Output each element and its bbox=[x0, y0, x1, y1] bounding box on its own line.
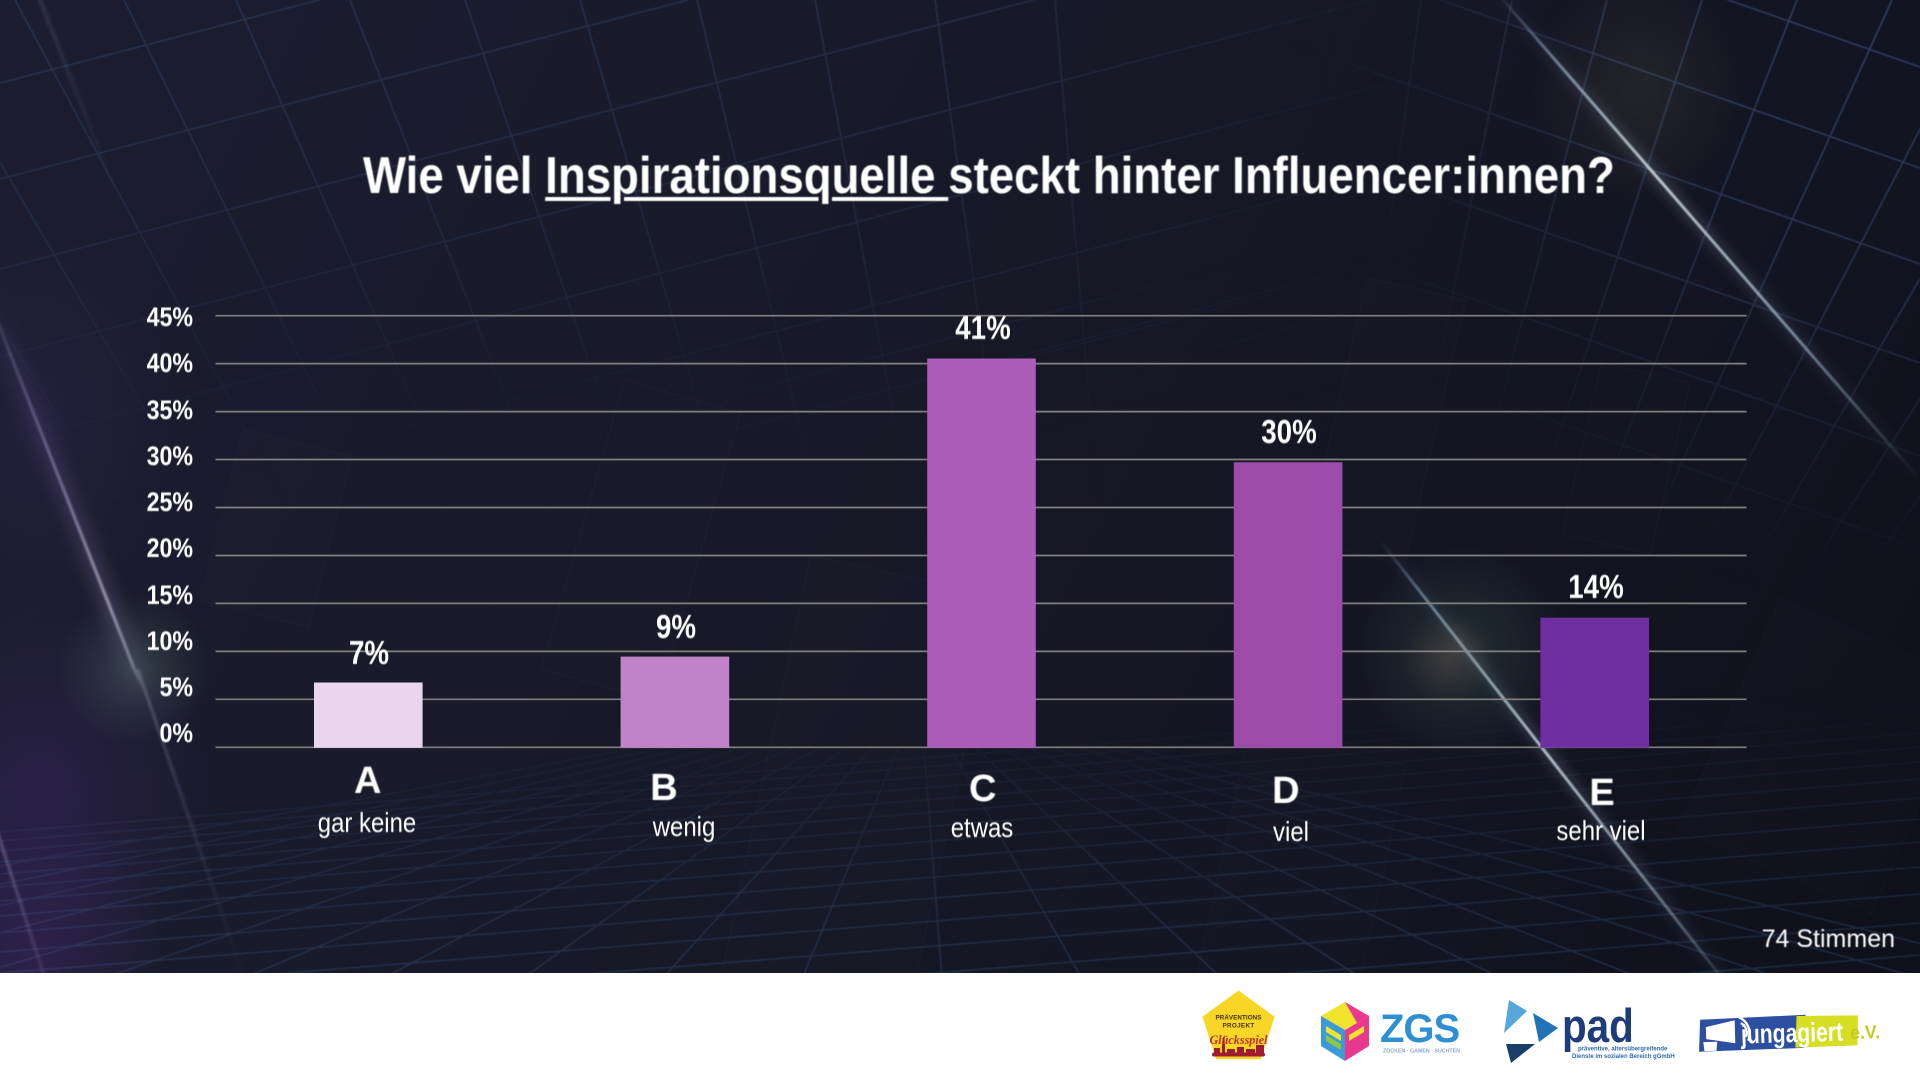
svg-text:PRÄVENTIONS: PRÄVENTIONS bbox=[1216, 1014, 1263, 1022]
svg-text:e.V.: e.V. bbox=[1850, 1022, 1881, 1044]
svg-text:präventive, altersübergreifend: präventive, altersübergreifende bbox=[1578, 1047, 1668, 1053]
svg-text:Glücksspiel: Glücksspiel bbox=[1210, 1032, 1268, 1047]
svg-text:PROJEKT: PROJEKT bbox=[1223, 1023, 1255, 1030]
svg-text:jungagiert: jungagiert bbox=[1740, 1017, 1844, 1050]
svg-text:pad: pad bbox=[1562, 1000, 1634, 1053]
svg-text:ZGS: ZGS bbox=[1380, 1007, 1460, 1051]
svg-text:ZOCKEN · GAMEN · SUCHTEN: ZOCKEN · GAMEN · SUCHTEN bbox=[1383, 1049, 1460, 1055]
svg-text:Dienste im sozialen Bereich gG: Dienste im sozialen Bereich gGmbH bbox=[1572, 1054, 1675, 1060]
